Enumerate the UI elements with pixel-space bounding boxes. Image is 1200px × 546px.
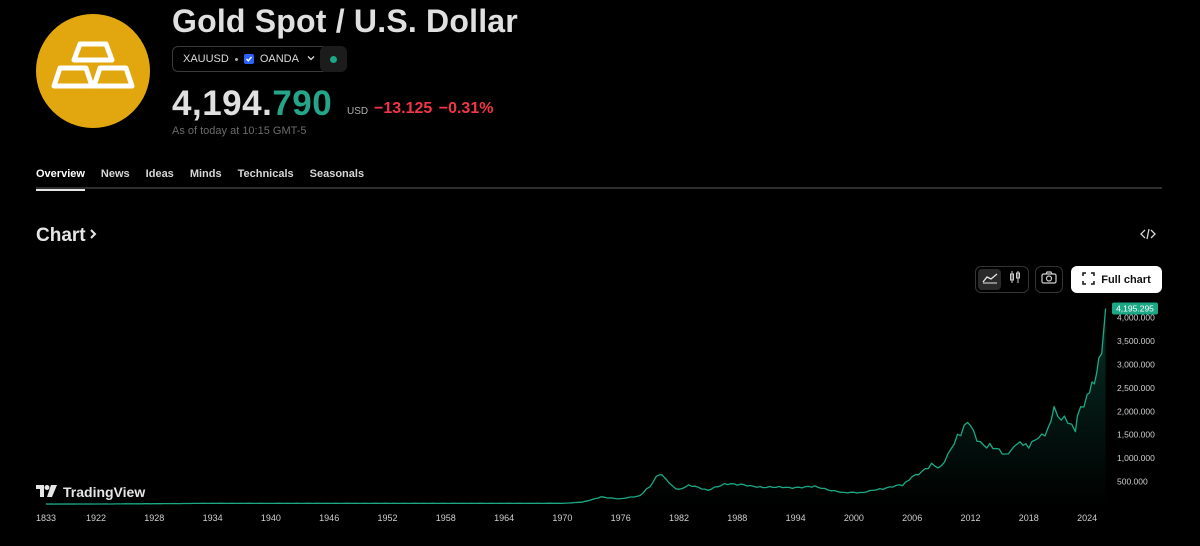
- page-title: Gold Spot / U.S. Dollar: [172, 3, 518, 39]
- x-tick-label: 1970: [552, 513, 572, 523]
- candles-chart-button[interactable]: [1003, 269, 1026, 290]
- full-chart-label: Full chart: [1101, 273, 1151, 286]
- x-tick-label: 2006: [902, 513, 922, 523]
- snapshot-button[interactable]: [1035, 266, 1063, 293]
- y-tick-label: 500.000: [1117, 477, 1148, 487]
- chart-section-link[interactable]: Chart: [36, 225, 98, 247]
- y-tick-label: 2,000.000: [1117, 406, 1155, 416]
- x-tick-label: 1946: [319, 513, 339, 523]
- chart-heading: Chart: [36, 225, 86, 246]
- tab-ideas[interactable]: Ideas: [145, 168, 174, 180]
- fullscreen-icon: [1082, 271, 1095, 288]
- tab-seasonals[interactable]: Seasonals: [309, 168, 365, 180]
- x-tick-label: 1976: [611, 513, 631, 523]
- area-chart-icon: [981, 271, 998, 289]
- chevron-right-icon: [88, 225, 98, 247]
- tab-technicals[interactable]: Technicals: [237, 168, 294, 180]
- exchange-label: OANDA: [259, 53, 299, 65]
- separator-dot: [234, 57, 238, 61]
- tradingview-logo-icon: [36, 484, 58, 500]
- gold-bars-icon: [36, 14, 150, 128]
- x-tick-label: 2000: [844, 513, 864, 523]
- price-currency: USD: [347, 106, 369, 117]
- x-tick-label: 2018: [1019, 513, 1039, 523]
- x-tick-label: 1928: [144, 513, 164, 523]
- tab-news[interactable]: News: [100, 168, 130, 180]
- price-value: 4,194.790: [172, 84, 332, 124]
- price-area-fill: [46, 308, 1106, 507]
- price-chart[interactable]: 4,000.000 3,500.000 3,000.000 2,500.000 2,00…: [0, 300, 1200, 546]
- x-tick-label: 1833: [36, 513, 56, 523]
- tab-minds[interactable]: Minds: [189, 168, 222, 180]
- x-tick-label: 1922: [86, 513, 106, 523]
- code-icon: [1140, 227, 1156, 246]
- area-chart-button[interactable]: [978, 269, 1001, 290]
- y-tick-label: 2,500.000: [1117, 383, 1155, 393]
- x-tick-label: 1940: [261, 513, 281, 523]
- x-tick-label: 1952: [377, 513, 397, 523]
- x-tick-label: 1994: [786, 513, 806, 523]
- tradingview-label: TradingView: [63, 484, 146, 500]
- embed-code-button[interactable]: [1138, 226, 1158, 246]
- y-tick-label: 4,000.000: [1117, 313, 1155, 323]
- x-tick-label: 1964: [494, 513, 514, 523]
- y-tick-label: 3,500.000: [1117, 336, 1155, 346]
- price-series-line: [45, 308, 1107, 505]
- symbol-selector[interactable]: XAUUSD OANDA: [172, 46, 328, 72]
- market-open-dot-icon: [330, 55, 337, 63]
- candles-icon: [1008, 270, 1022, 289]
- chevron-down-icon: [305, 52, 317, 67]
- change-percent: −0.31%: [438, 100, 494, 117]
- price-decimal: 790: [272, 84, 333, 123]
- full-chart-button[interactable]: Full chart: [1071, 266, 1162, 293]
- tab-bar: Overview News Ideas Minds Technicals Sea…: [36, 168, 1162, 191]
- price-integer: 4,194.: [172, 84, 273, 123]
- verified-icon: [243, 54, 254, 64]
- x-tick-label: 1988: [727, 513, 747, 523]
- as-of-timestamp: As of today at 10:15 GMT-5: [172, 125, 307, 137]
- x-tick-label: 2012: [960, 513, 980, 523]
- y-tick-label: 1,000.000: [1117, 453, 1155, 463]
- tradingview-watermark: TradingView: [36, 484, 145, 500]
- change-absolute: −13.125: [374, 100, 433, 117]
- y-tick-label: 3,000.000: [1117, 359, 1155, 369]
- last-value-badge: [1112, 302, 1158, 315]
- x-tick-label: 1934: [203, 513, 223, 523]
- x-tick-label: 1982: [669, 513, 689, 523]
- symbol-label: XAUUSD: [183, 53, 229, 65]
- last-value-label: 4,195.295: [1116, 303, 1154, 313]
- tab-overview[interactable]: Overview: [36, 168, 85, 191]
- camera-icon: [1041, 270, 1057, 289]
- chart-style-toggle: [975, 266, 1029, 293]
- x-tick-label: 1958: [436, 513, 456, 523]
- market-status-indicator[interactable]: [320, 46, 347, 72]
- x-tick-label: 2024: [1077, 513, 1097, 523]
- y-tick-label: 1,500.000: [1117, 430, 1155, 440]
- price-change: −13.125 −0.31%: [374, 100, 493, 118]
